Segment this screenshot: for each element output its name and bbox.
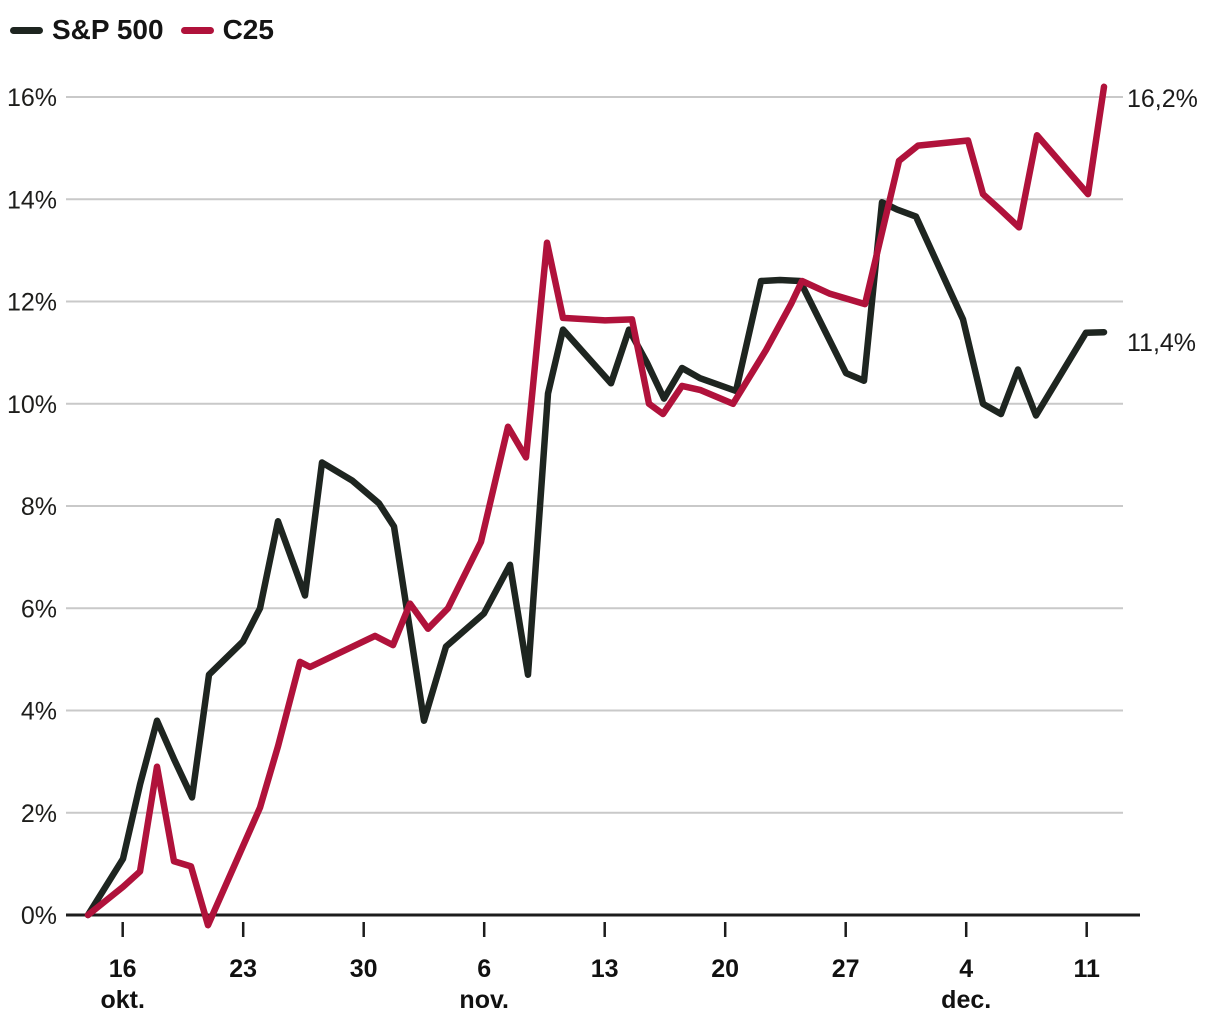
- x-tick-label: 4: [959, 955, 973, 983]
- x-month-label: nov.: [459, 986, 509, 1014]
- end-label-c25: 16,2%: [1127, 85, 1198, 113]
- x-tick-label: 20: [711, 955, 739, 983]
- x-tick-label: 23: [229, 955, 257, 983]
- x-tick-label: 27: [832, 955, 860, 983]
- x-month-label: okt.: [100, 986, 144, 1014]
- y-axis-label: 0%: [21, 902, 57, 930]
- y-axis-label: 4%: [21, 698, 57, 726]
- c25-line-swatch-icon: [180, 26, 214, 34]
- y-axis-label: 6%: [21, 595, 57, 623]
- x-tick-label: 11: [1073, 955, 1100, 983]
- x-month-label: dec.: [941, 986, 991, 1014]
- legend-item-sp500: S&P 500: [10, 16, 164, 44]
- y-axis-label: 10%: [7, 391, 57, 419]
- legend-label-sp500: S&P 500: [52, 14, 164, 45]
- series-line-c25: [84, 83, 1108, 929]
- x-tick-label: 16: [109, 955, 137, 983]
- y-axis-label: 12%: [7, 289, 57, 317]
- y-axis-label: 8%: [21, 493, 57, 521]
- y-axis-label: 2%: [21, 800, 57, 828]
- series-line-sp500: [84, 199, 1108, 919]
- y-axis-label: 16%: [7, 84, 57, 112]
- x-tick-label: 6: [477, 955, 491, 983]
- y-axis-label: 14%: [7, 186, 57, 214]
- legend-label-c25: C25: [222, 14, 274, 45]
- legend-item-c25: C25: [180, 14, 274, 45]
- sp500-line-swatch-icon: [10, 26, 43, 34]
- x-tick-label: 13: [591, 955, 619, 983]
- legend: S&P 500 C25: [10, 16, 274, 44]
- end-label-sp500: 11,4%: [1127, 329, 1196, 357]
- x-tick-label: 30: [350, 955, 378, 983]
